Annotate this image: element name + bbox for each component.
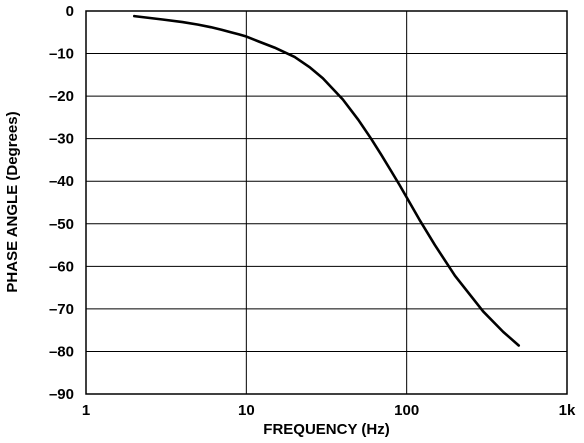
y-tick-labels: 0 –10 –20 –30 –40 –50 –60 –70 –80 –90 [49, 3, 74, 403]
y-tick-label: –90 [49, 386, 74, 403]
x-tick-label: 100 [394, 402, 419, 419]
grid-lines [86, 11, 567, 394]
y-axis-title: PHASE ANGLE (Degrees) [4, 111, 21, 292]
plot-frame [85, 10, 568, 395]
y-tick-label: 0 [66, 3, 74, 20]
x-axis-title: FREQUENCY (Hz) [263, 421, 389, 438]
y-tick-label: –80 [49, 343, 74, 360]
x-tick-label: 10 [238, 402, 255, 419]
y-tick-label: –30 [49, 131, 74, 148]
y-tick-label: –70 [49, 301, 74, 318]
y-tick-label: –50 [49, 216, 74, 233]
y-tick-label: –40 [49, 173, 74, 190]
y-tick-label: –20 [49, 88, 74, 105]
x-tick-label: 1k [559, 402, 576, 419]
y-tick-label: –60 [49, 258, 74, 275]
x-tick-labels: 1 10 100 1k [82, 402, 576, 419]
x-tick-label: 1 [82, 402, 90, 419]
y-tick-label: –10 [49, 46, 74, 63]
phase-curve [132, 14, 521, 347]
series-group [132, 14, 521, 347]
